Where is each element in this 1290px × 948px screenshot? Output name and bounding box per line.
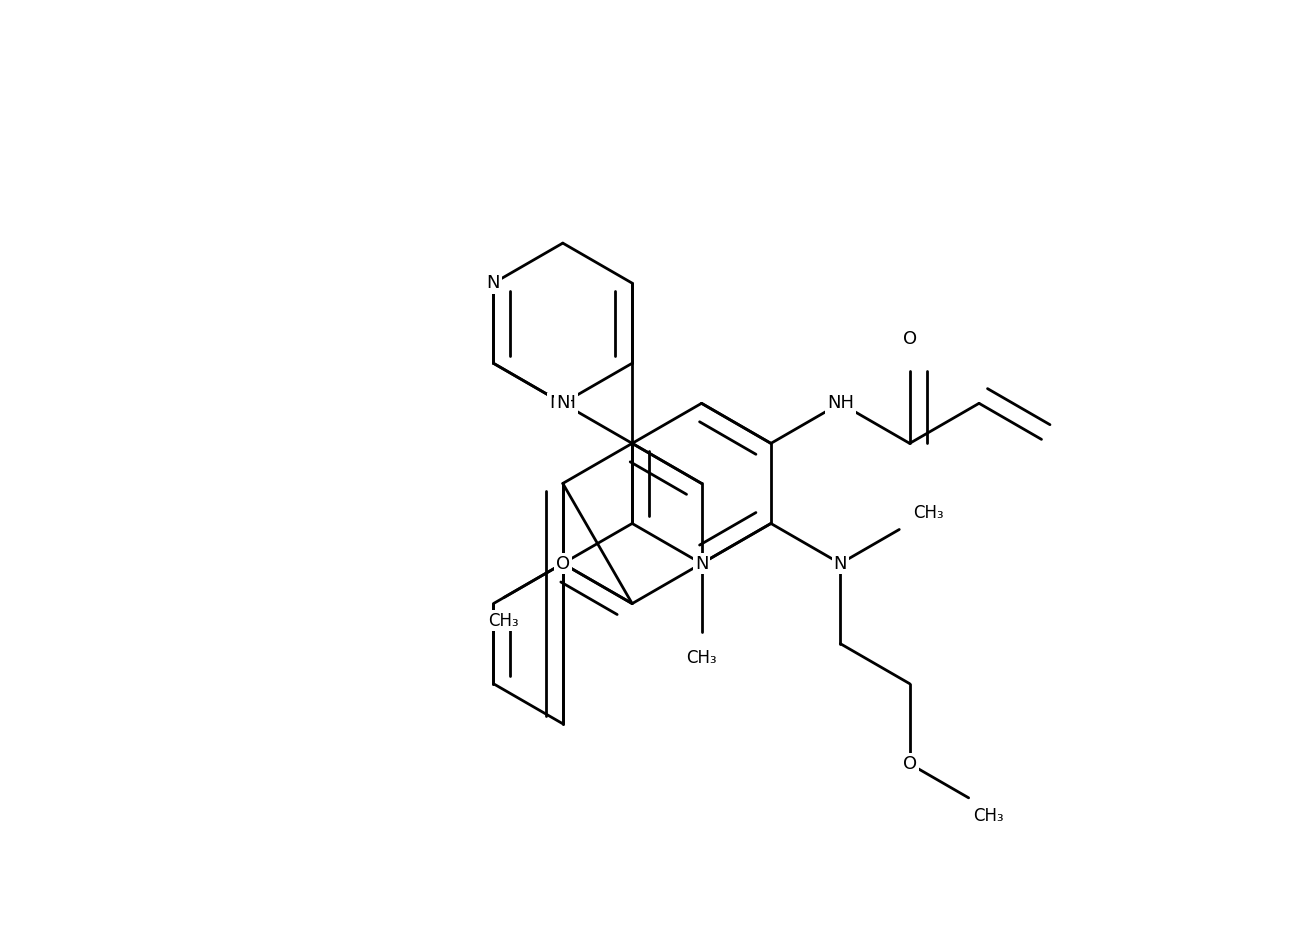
Text: O: O	[903, 755, 917, 773]
Text: NH: NH	[550, 394, 577, 412]
Text: O: O	[903, 330, 917, 348]
Text: NH: NH	[827, 394, 854, 412]
Text: N: N	[695, 555, 708, 573]
Text: N: N	[833, 555, 848, 573]
Text: N: N	[486, 274, 501, 292]
Text: CH₃: CH₃	[913, 504, 944, 522]
Text: O: O	[556, 555, 570, 573]
Text: CH₃: CH₃	[686, 648, 717, 666]
Text: CH₃: CH₃	[974, 808, 1004, 826]
Text: CH₃: CH₃	[489, 611, 519, 629]
Text: N: N	[556, 394, 570, 412]
